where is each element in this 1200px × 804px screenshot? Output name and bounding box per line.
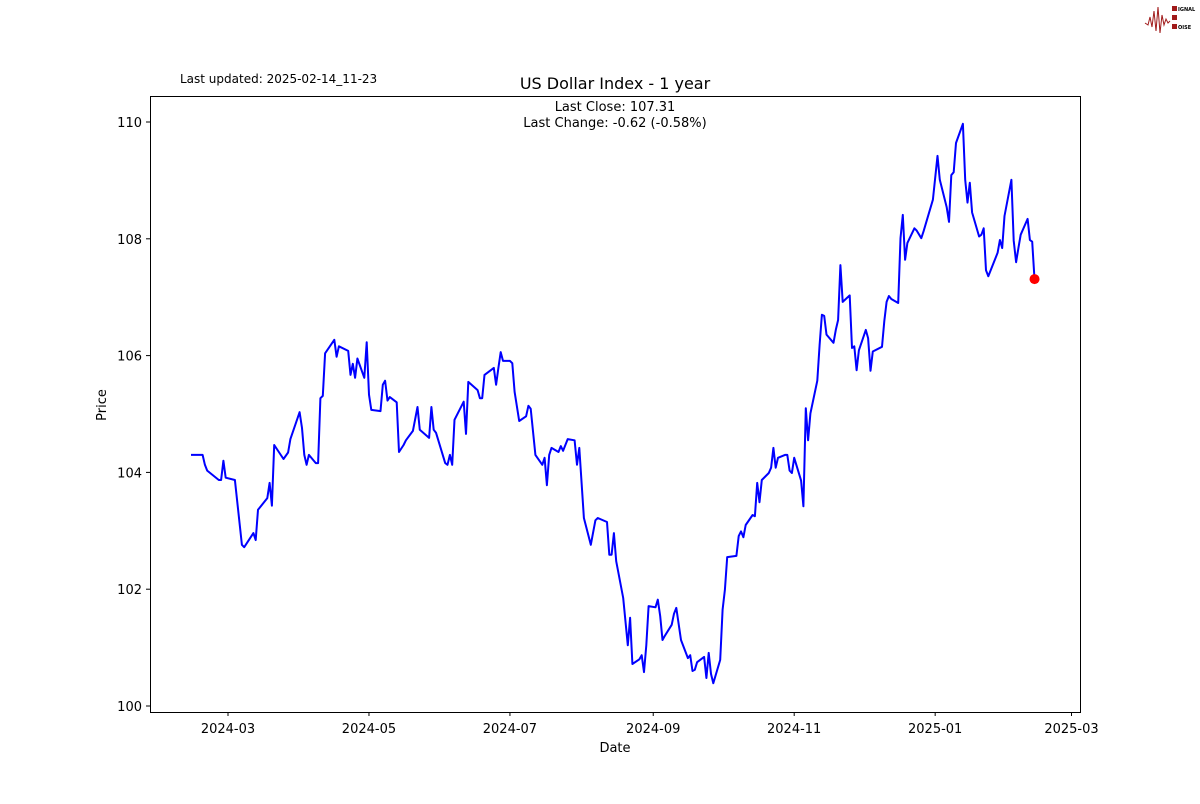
x-axis-label: Date [599,741,630,756]
svg-text:OISE: OISE [1178,25,1192,31]
x-tick-label: 2025-03 [1044,722,1098,737]
x-tick-label: 2024-07 [483,722,537,737]
y-tick-label: 100 [117,700,142,715]
last-close-marker [1030,274,1040,284]
chart-title: US Dollar Index - 1 year [520,74,711,93]
x-tick-label: 2024-09 [626,722,680,737]
svg-text:IGNAL: IGNAL [1178,7,1196,13]
last-change-annotation: Last Change: -0.62 (-0.58%) [523,116,706,131]
signal-2-noise-logo: IGNAL OISE [1143,3,1199,37]
plot-area [151,97,1081,713]
x-tick-label: 2024-05 [342,722,396,737]
y-tick-label: 102 [117,583,142,598]
x-tick-label: 2024-03 [201,722,255,737]
y-axis-label: Price [95,389,110,421]
y-tick-label: 104 [117,466,142,481]
x-tick-label: 2024-11 [767,722,821,737]
last-close-annotation: Last Close: 107.31 [555,100,676,115]
y-tick-label: 106 [117,350,142,365]
y-tick-label: 110 [117,116,142,131]
last-updated-text: Last updated: 2025-02-14_11-23 [180,72,377,86]
price-series-line [191,124,1035,683]
y-tick-label: 108 [117,233,142,248]
x-tick-label: 2025-01 [908,722,962,737]
